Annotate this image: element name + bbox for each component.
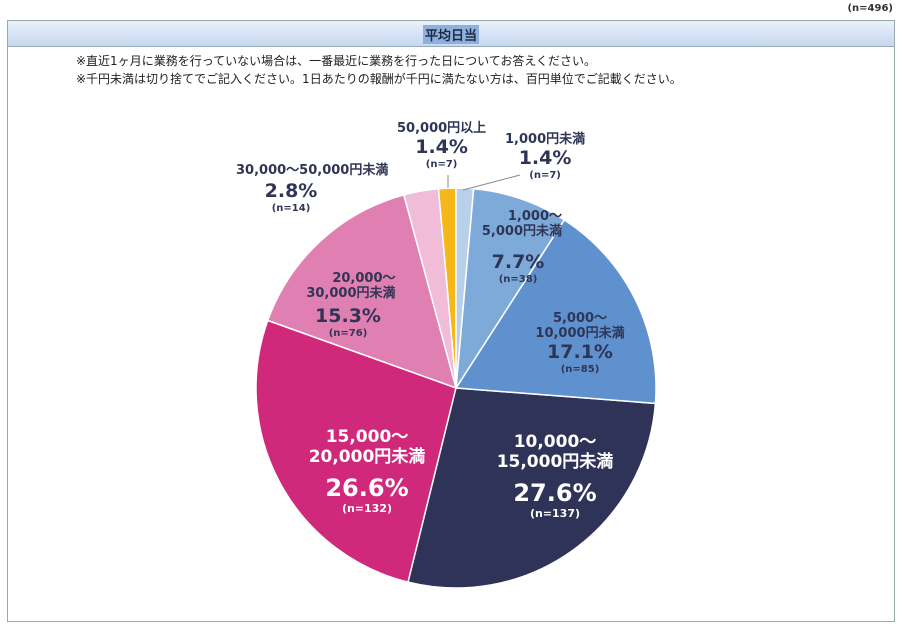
pie-slice-1 — [455, 187, 566, 389]
slice-label-0: 1,000円未満 1.4% (n=7) — [505, 132, 586, 181]
slice-count: (n=76) — [328, 327, 368, 339]
slice-category: 5,000～10,000円未満 — [535, 311, 625, 341]
pie-slice-0 — [455, 187, 475, 389]
slice-percent: 1.4% — [518, 146, 572, 169]
chart-frame: 平均日当 — [7, 20, 895, 622]
leader-line-0 — [462, 174, 521, 191]
chart-title: 平均日当 — [422, 25, 479, 44]
slice-count: (n=14) — [271, 202, 311, 214]
pie-slice-2 — [454, 218, 657, 405]
slice-percent: 1.4% — [415, 135, 468, 158]
sample-size: (n=496) — [847, 3, 893, 14]
pie-slice-4 — [255, 319, 457, 584]
slice-count: (n=7) — [425, 158, 458, 170]
slice-label-6: 30,000～50,000円未満 2.8% (n=14) — [236, 163, 389, 214]
slice-count: (n=7) — [529, 169, 561, 181]
pie-slice-5 — [266, 194, 458, 390]
slice-category: 10,000～15,000円未満 — [496, 432, 614, 472]
slice-count: (n=85) — [560, 363, 600, 375]
slice-label-7: 50,000円以上 1.4% (n=7) — [397, 121, 487, 170]
slice-percent: 7.7% — [491, 250, 545, 273]
slice-label-2: 5,000～10,000円未満 17.1% (n=85) — [530, 311, 630, 375]
slice-percent: 15.3% — [315, 304, 381, 327]
title-bar: 平均日当 — [8, 21, 894, 47]
slice-percent: 17.1% — [547, 340, 613, 363]
slice-label-3: 10,000～15,000円未満 27.6% (n=137) — [490, 432, 620, 520]
slice-label-1: 1,000～5,000円未満 7.7% (n=38) — [468, 209, 568, 285]
note-2: ※千円未満は切り捨てでご記入ください。1日あたりの報酬が千円に満たない方は、百円… — [76, 72, 682, 86]
slice-category: 20,000～30,000円未満 — [306, 271, 396, 301]
slice-count: (n=38) — [498, 273, 538, 285]
slice-label-4: 15,000～20,000円未満 26.6% (n=132) — [302, 427, 432, 515]
slice-category: 50,000円以上 — [397, 121, 487, 136]
slice-category: 1,000円未満 — [505, 132, 586, 147]
slice-count: (n=137) — [529, 506, 581, 520]
slice-label-5: 20,000～30,000円未満 15.3% (n=76) — [293, 271, 403, 339]
pie-slice-3 — [407, 387, 657, 589]
slice-percent: 27.6% — [513, 479, 597, 508]
slice-category: 1,000～5,000円未満 — [481, 209, 562, 239]
slice-percent: 2.8% — [264, 179, 318, 202]
slice-category: 30,000～50,000円未満 — [236, 163, 389, 178]
note-1: ※直近1ヶ月に業務を行っていない場合は、一番最近に業務を行った日についてお答えく… — [76, 54, 597, 68]
slice-category: 15,000～20,000円未満 — [308, 427, 426, 467]
slice-count: (n=132) — [341, 501, 393, 515]
slice-percent: 26.6% — [325, 474, 409, 503]
